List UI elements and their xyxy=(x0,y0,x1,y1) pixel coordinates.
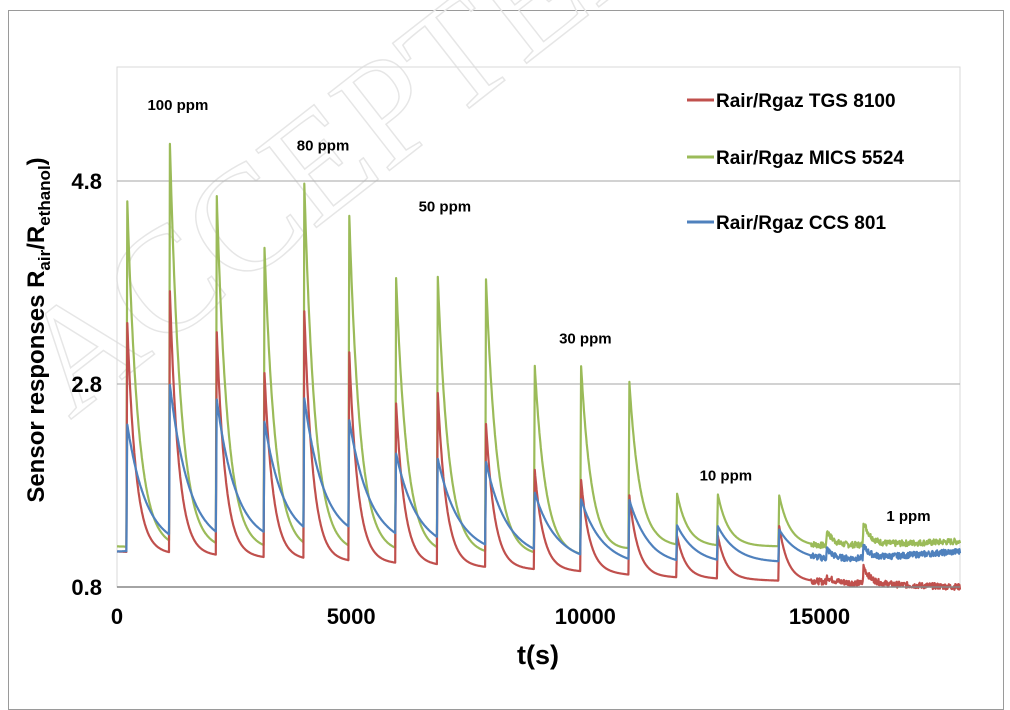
concentration-label: 100 ppm xyxy=(147,97,208,114)
concentration-label: 30 ppm xyxy=(559,330,612,347)
concentration-label: 80 ppm xyxy=(297,138,350,155)
legend-label: Rair/Rgaz TGS 8100 xyxy=(716,91,896,112)
y-title-sub1: air xyxy=(35,249,54,270)
y-tick-labels: 0.8 2.8 4.8 xyxy=(71,169,102,600)
y-axis-title: Sensor responses Rair/Rethanol) xyxy=(23,157,54,502)
x-tick-label: 0 xyxy=(111,604,123,629)
legend-label: Rair/Rgaz CCS 801 xyxy=(716,213,886,234)
x-tick-label: 10000 xyxy=(555,604,616,629)
chart-svg: 0.8 2.8 4.8 0 5000 10000 15000 100 ppm 80 ppm 5… xyxy=(23,66,962,670)
legend: Rair/Rgaz TGS 8100 Rair/Rgaz MICS 5524 Rai… xyxy=(687,91,904,234)
concentration-label: 10 ppm xyxy=(700,467,753,484)
gridlines xyxy=(117,180,960,385)
series-line xyxy=(116,142,962,555)
y-tick-label: 0.8 xyxy=(71,575,102,600)
y-tick-label: 2.8 xyxy=(71,372,102,397)
x-tick-labels: 0 5000 10000 15000 xyxy=(111,604,850,629)
x-axis-title: t(s) xyxy=(517,640,559,670)
annotations: 100 ppm 80 ppm 50 ppm 30 ppm 10 ppm 1 ppm xyxy=(147,97,930,525)
x-tick-label: 15000 xyxy=(789,604,850,629)
x-tick-label: 5000 xyxy=(327,604,376,629)
series-layer xyxy=(116,142,962,591)
series-line xyxy=(116,383,962,563)
y-title-mid: /R xyxy=(23,226,50,250)
series-line xyxy=(116,290,962,591)
y-title-sub2: ethanol xyxy=(35,165,54,225)
concentration-label: 50 ppm xyxy=(419,198,472,215)
y-title-prefix: Sensor responses R xyxy=(23,271,50,503)
y-tick-label: 4.8 xyxy=(71,169,102,194)
y-title-close: ) xyxy=(23,157,50,165)
concentration-label: 1 ppm xyxy=(886,508,930,525)
legend-label: Rair/Rgaz MICS 5524 xyxy=(716,148,904,169)
